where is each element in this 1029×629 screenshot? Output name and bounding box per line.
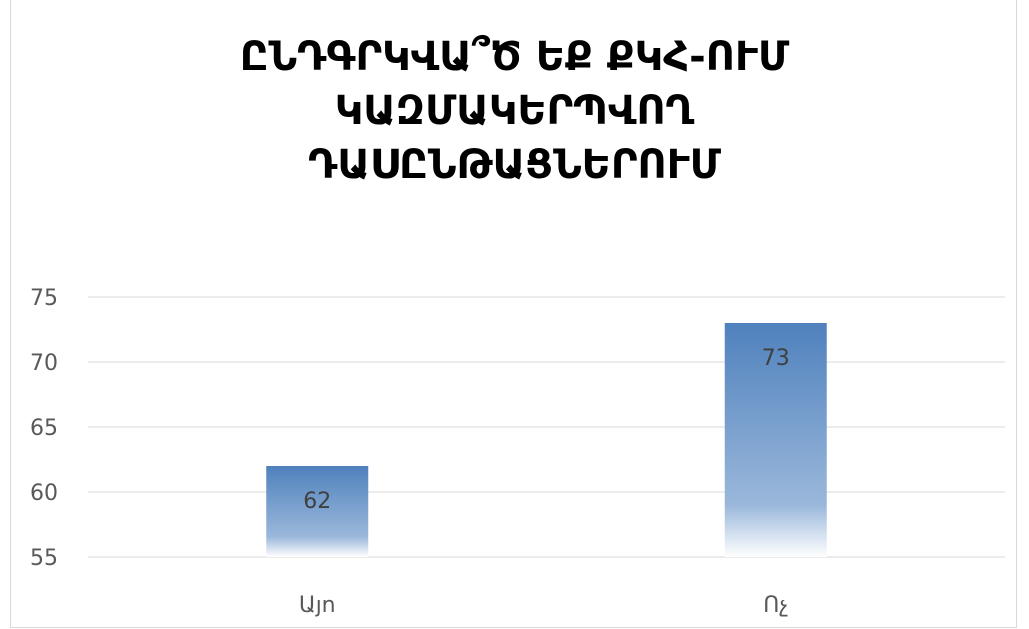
bar-data-label: 62: [303, 489, 331, 514]
y-axis: 55 60 65 70 75: [30, 286, 58, 571]
chart-title: ԸՆԴԳՐԿՎԱ՞Ծ ԵՔ ՔԿՀ-ՈՒՄ ԿԱԶՄԱԿԵՐՊՎՈՂ ԴԱՍԸՆ…: [0, 30, 1029, 192]
y-tick-label: 60: [30, 481, 58, 506]
x-tick-label: Ոչ: [763, 593, 788, 618]
chart-title-line-1: ԸՆԴԳՐԿՎԱ՞Ծ ԵՔ ՔԿՀ-ՈՒՄ: [239, 34, 790, 80]
chart-frame: [10, 0, 1017, 628]
x-tick-label: Այո: [299, 593, 336, 618]
bar-data-label: 73: [762, 346, 790, 371]
chart-title-line-3: ԴԱՍԸՆԹԱՑՆԵՐՈՒՄ: [308, 142, 721, 188]
bars: 62 73: [266, 323, 827, 557]
bar: [724, 323, 827, 557]
y-tick-label: 65: [30, 416, 58, 441]
y-tick-label: 55: [30, 546, 58, 571]
bar: [266, 466, 369, 557]
y-tick-label: 70: [30, 351, 58, 376]
chart-title-line-2: ԿԱԶՄԱԿԵՐՊՎՈՂ: [334, 88, 695, 134]
x-axis: Այո Ոչ: [299, 593, 788, 618]
gridlines: [88, 296, 1005, 558]
y-tick-label: 75: [30, 286, 58, 311]
